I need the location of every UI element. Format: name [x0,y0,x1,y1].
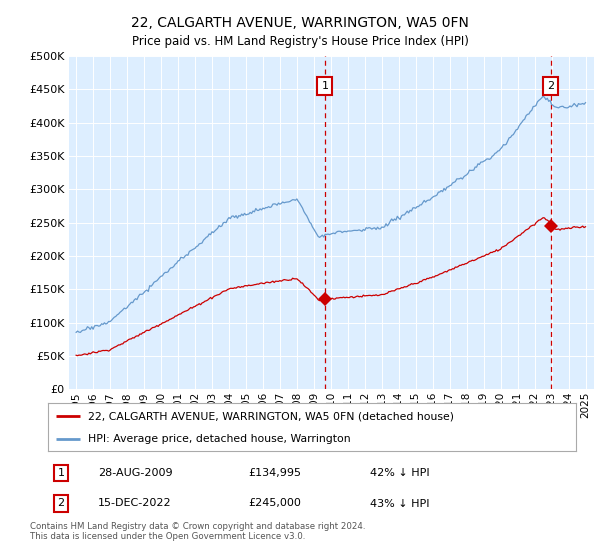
Text: £245,000: £245,000 [248,498,302,508]
Text: HPI: Average price, detached house, Warrington: HPI: Average price, detached house, Warr… [88,434,350,444]
Text: 22, CALGARTH AVENUE, WARRINGTON, WA5 0FN: 22, CALGARTH AVENUE, WARRINGTON, WA5 0FN [131,16,469,30]
Text: 42% ↓ HPI: 42% ↓ HPI [370,468,430,478]
Text: 2: 2 [58,498,65,508]
Text: 1: 1 [322,81,328,91]
Text: Price paid vs. HM Land Registry's House Price Index (HPI): Price paid vs. HM Land Registry's House … [131,35,469,48]
Text: 2: 2 [547,81,554,91]
Text: £134,995: £134,995 [248,468,302,478]
Text: 43% ↓ HPI: 43% ↓ HPI [370,498,430,508]
Text: 28-AUG-2009: 28-AUG-2009 [98,468,173,478]
Text: 22, CALGARTH AVENUE, WARRINGTON, WA5 0FN (detached house): 22, CALGARTH AVENUE, WARRINGTON, WA5 0FN… [88,411,454,421]
Text: 15-DEC-2022: 15-DEC-2022 [98,498,172,508]
Text: Contains HM Land Registry data © Crown copyright and database right 2024.
This d: Contains HM Land Registry data © Crown c… [30,522,365,542]
Text: 1: 1 [58,468,65,478]
